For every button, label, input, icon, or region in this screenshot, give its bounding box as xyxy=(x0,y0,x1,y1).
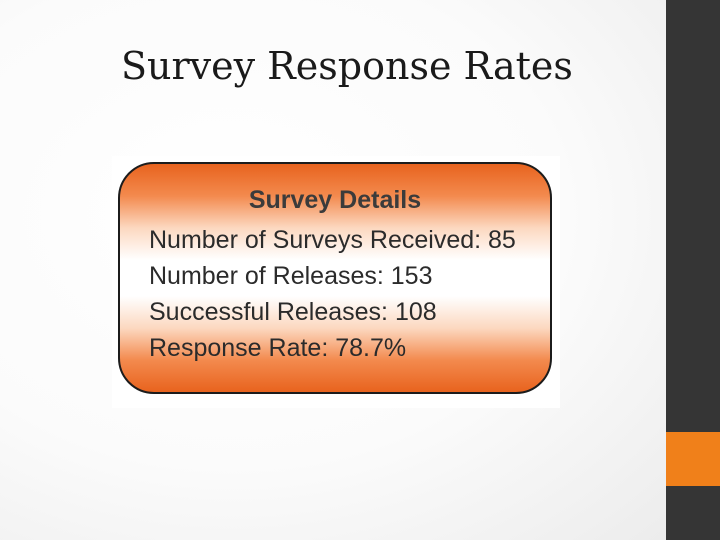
surveys-received-line: Number of Surveys Received: 85 xyxy=(149,226,516,254)
releases-line: Number of Releases: 153 xyxy=(149,262,433,290)
right-accent-square xyxy=(666,432,720,486)
successful-releases-line: Successful Releases: 108 xyxy=(149,298,437,326)
survey-details-image: Survey Details Number of Surveys Receive… xyxy=(112,156,560,408)
survey-details-box: Survey Details Number of Surveys Receive… xyxy=(118,162,552,394)
slide-title: Survey Response Rates xyxy=(121,44,573,88)
survey-details-heading: Survey Details xyxy=(248,186,422,214)
response-rate-line: Response Rate: 78.7% xyxy=(149,334,407,362)
slide-canvas: Survey Response Rates Survey Details Num… xyxy=(0,0,666,540)
